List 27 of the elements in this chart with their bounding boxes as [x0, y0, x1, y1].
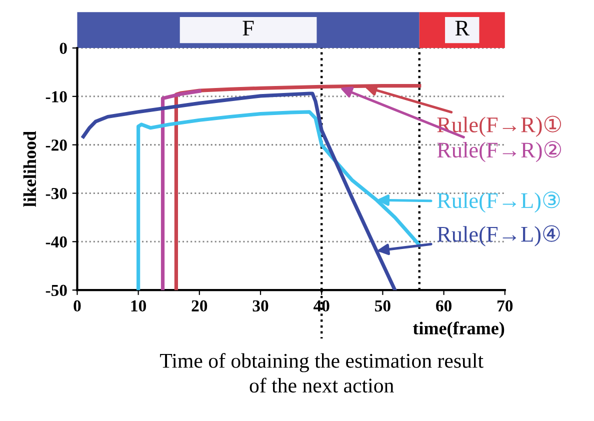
line-series [136, 110, 422, 290]
text: F [242, 20, 254, 36]
x-tick-label: 10 [131, 300, 146, 312]
x-axis-title: time(frame) [412, 322, 504, 338]
x-tick-label: 30 [252, 300, 268, 312]
ref-line-label: Time of obtaining the estimation result of the next action [160, 353, 484, 393]
x-tick-label: 60 [436, 300, 452, 312]
y-tick-label: -50 [46, 284, 67, 296]
line-series [82, 92, 397, 290]
y-axis-title: likelihood [23, 131, 36, 207]
annotation: Rule(F→R)① [437, 116, 562, 137]
y-tick-label: -30 [46, 188, 67, 200]
x-tick-label: 40 [314, 300, 330, 312]
annotation: Rule(F→R)② [437, 140, 562, 162]
line-series [160, 89, 202, 290]
x-tick-label: 70 [498, 300, 513, 312]
annotation: Rule(F→L)④ [437, 225, 560, 246]
y-tick-label: -20 [46, 140, 67, 151]
annotation: Rule(F→L)③ [437, 192, 560, 213]
y-tick-label: -40 [46, 236, 67, 248]
x-tick-label: 0 [74, 300, 81, 312]
x-tick-label: 50 [375, 300, 390, 312]
y-tick-label: 0 [60, 42, 67, 54]
line-series [174, 84, 422, 290]
text: R [455, 20, 470, 36]
y-tick-label: -10 [46, 91, 67, 102]
x-tick-label: 20 [192, 300, 208, 312]
